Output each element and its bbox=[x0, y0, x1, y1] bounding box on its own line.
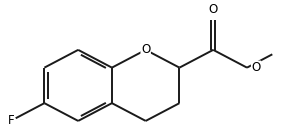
Text: F: F bbox=[8, 114, 14, 127]
Text: O: O bbox=[209, 3, 218, 16]
Text: O: O bbox=[141, 43, 150, 56]
Text: O: O bbox=[251, 61, 261, 74]
